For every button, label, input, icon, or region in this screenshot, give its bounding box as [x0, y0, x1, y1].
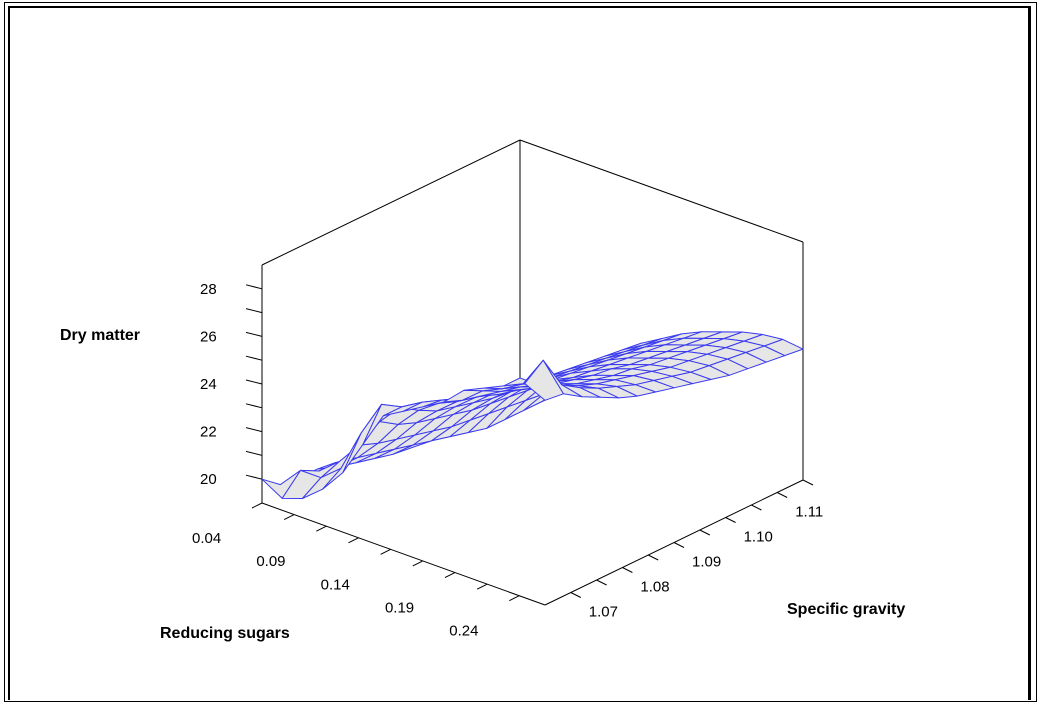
axis-ticks: 20 22 24 26 28 0.04 0.09 0.14 0.19 0.24 1.07 1.08 1.…	[192, 281, 823, 640]
y-tick-label: 1.11	[795, 504, 823, 521]
box-edge-top-left	[261, 139, 521, 266]
y-tick-mark-minor	[596, 579, 607, 586]
y-tick-label: 1.09	[692, 554, 721, 571]
z-tick-label: 20	[200, 471, 217, 488]
box-edge-top-right	[519, 139, 804, 243]
z-tick-mark	[245, 379, 263, 385]
z-tick-mark	[245, 284, 263, 290]
z-tick-mark	[245, 474, 263, 480]
z-tick-label: 24	[200, 376, 217, 393]
x-tick-label: 0.19	[385, 600, 414, 617]
x-tick-mark	[444, 572, 456, 578]
y-tick-mark-minor	[802, 479, 814, 486]
bounding-box-back	[261, 139, 804, 503]
y-axis-title: Specific gravity	[787, 601, 905, 618]
y-tick-mark	[570, 592, 582, 598]
inner-frame	[8, 6, 1031, 700]
y-tick-mark	[622, 567, 633, 573]
y-tick-label: 1.08	[640, 579, 669, 596]
z-tick-mark	[245, 331, 263, 337]
y-tick-mark-minor	[751, 504, 762, 511]
x-tick-mark	[380, 548, 391, 555]
y-tick-label: 1.10	[744, 529, 773, 546]
z-tick-mark	[245, 427, 263, 433]
x-tick-mark	[509, 595, 520, 602]
x-tick-mark	[316, 525, 327, 532]
x-tick-mark	[251, 502, 263, 509]
x-tick-label: 0.24	[449, 623, 478, 640]
x-axis-title: Reducing sugars	[160, 625, 290, 642]
z-axis-title: Dry matter	[60, 327, 140, 344]
z-tick-label: 26	[200, 328, 217, 345]
z-tick-mark-minor	[245, 355, 263, 361]
y-tick-label: 1.07	[589, 604, 618, 621]
z-tick-mark-minor	[245, 308, 263, 314]
z-tick-label: 28	[200, 281, 217, 298]
outer-frame	[4, 2, 1037, 702]
y-tick-mark-minor	[647, 554, 659, 561]
x-tick-mark-minor	[283, 514, 295, 521]
z-tick-mark-minor	[245, 403, 263, 409]
z-tick-label: 22	[200, 424, 217, 441]
x-tick-mark-minor	[412, 560, 424, 567]
y-tick-mark	[776, 492, 788, 498]
box-edge-bottom-front-left	[261, 502, 546, 606]
x-tick-label: 0.14	[321, 576, 350, 593]
z-tick-mark-minor	[245, 450, 263, 456]
x-tick-mark-minor	[348, 537, 359, 544]
surface-cell	[524, 359, 564, 401]
x-tick-label: 0.04	[192, 530, 221, 547]
y-tick-mark-minor	[699, 529, 711, 536]
x-tick-mark-minor	[476, 583, 488, 590]
surface-mesh	[261, 331, 804, 499]
y-tick-mark	[725, 517, 736, 523]
y-tick-mark	[673, 542, 685, 548]
x-tick-label: 0.09	[256, 553, 285, 570]
